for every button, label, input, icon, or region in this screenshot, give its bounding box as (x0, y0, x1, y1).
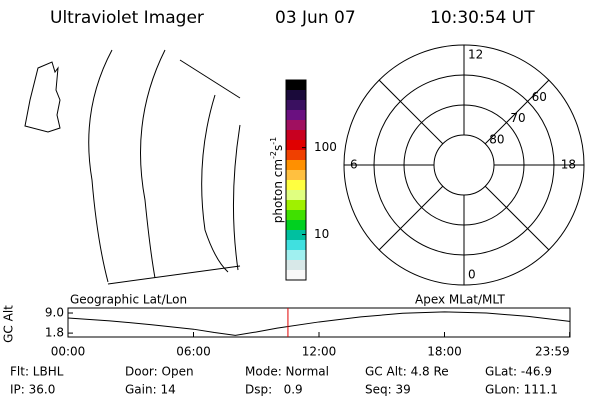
mlt-spoke (378, 79, 444, 145)
colorbar-cell (286, 150, 306, 161)
x-tick-label: 06:00 (176, 345, 211, 359)
colorbar-cell (286, 80, 306, 91)
meridian (232, 124, 241, 271)
parallel (107, 265, 241, 285)
mlt-label: 12 (468, 48, 483, 62)
meridian (140, 49, 166, 279)
colorbar-frame (285, 79, 307, 281)
mag-label: Apex MLat/MLT (415, 293, 505, 307)
status-field: GLon: 111.1 (485, 383, 558, 397)
colorbar-cell (286, 230, 306, 241)
status-field: Flt: LBHL (10, 365, 64, 379)
colorbar-cell (286, 140, 306, 151)
colorbar-tick-label: 100 (314, 140, 337, 154)
x-tick-label: 23:59 (535, 345, 570, 359)
colorbar-cell (286, 170, 306, 181)
date: 03 Jun 07 (275, 8, 356, 28)
coastline (24, 61, 61, 133)
label-part: photon cm (271, 159, 285, 223)
alt-ylabel: GC Alt (2, 305, 16, 343)
lat-label: 60 (532, 90, 547, 104)
status-field: Door: Open (125, 365, 194, 379)
parallel (179, 59, 241, 99)
status-field: Gain: 14 (125, 383, 176, 397)
mlt-spoke (484, 185, 550, 251)
x-tick-label: 12:00 (302, 345, 337, 359)
x-tick-label: 18:00 (427, 345, 462, 359)
colorbar-cell (286, 190, 306, 201)
status-field: Dsp: 0.9 (245, 383, 303, 397)
meridian (201, 94, 229, 273)
mlt-label: 6 (350, 158, 358, 172)
colorbar-cell (286, 200, 306, 211)
status-field: GLat: -46.9 (485, 365, 552, 379)
geo-map (24, 49, 241, 285)
mlt-label: 0 (468, 268, 476, 282)
lat-circle (433, 134, 495, 196)
colorbar-cell (286, 120, 306, 131)
colorbar-cell (286, 160, 306, 171)
lat-label: 70 (510, 111, 525, 125)
colorbar-cell (286, 130, 306, 141)
instrument: Ultraviolet Imager (50, 8, 204, 28)
colorbar-cell (286, 270, 306, 281)
colorbar-label: photon cm-2s-1 (269, 137, 285, 224)
mlt-spoke (484, 79, 550, 145)
altitude-line (67, 311, 570, 336)
label-part: -2 (269, 151, 278, 159)
y-tick-label: 9.0 (45, 306, 64, 320)
label-part: -1 (269, 137, 278, 145)
geo-label: Geographic Lat/Lon (70, 293, 187, 307)
colorbar-cell (286, 240, 306, 251)
meridian (88, 49, 113, 283)
status-field: GC Alt: 4.8 Re (365, 365, 449, 379)
status-field: Seq: 39 (365, 383, 411, 397)
colorbar-cell (286, 100, 306, 111)
colorbar-cell (286, 180, 306, 191)
colorbar-tick-label: 10 (314, 227, 329, 241)
y-tick-label: 1.8 (45, 326, 64, 340)
label-part: s (271, 145, 285, 151)
time: 10:30:54 UT (430, 8, 535, 28)
mlt-label: 18 (561, 158, 576, 172)
status-field: Mode: Normal (245, 365, 329, 379)
colorbar-cell (286, 260, 306, 271)
colorbar-cell (286, 250, 306, 261)
colorbar-cell (286, 110, 306, 121)
colorbar-cell (286, 90, 306, 101)
mlt-spoke (378, 185, 444, 251)
colorbar-cell (286, 220, 306, 231)
status-field: IP: 36.0 (10, 383, 55, 397)
colorbar-cell (286, 210, 306, 221)
x-tick-label: 00:00 (51, 345, 86, 359)
lat-label: 80 (489, 132, 504, 146)
